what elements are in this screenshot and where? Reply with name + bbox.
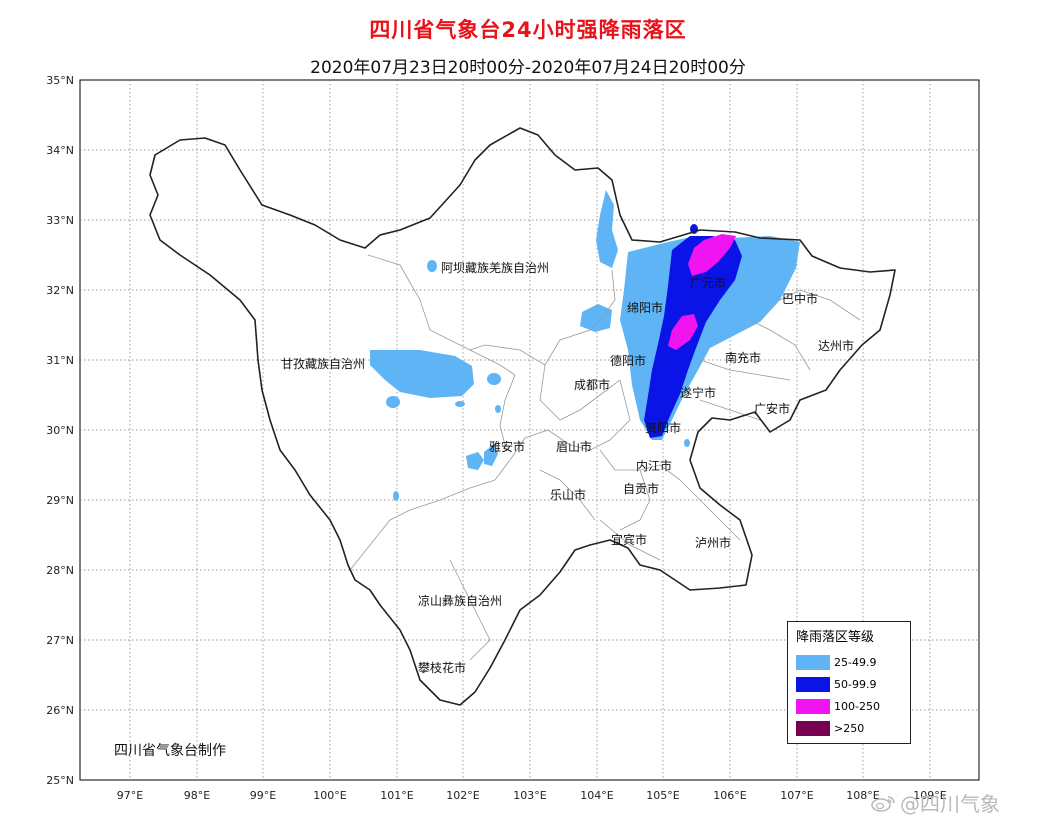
city-label-deyang: 德阳市	[610, 353, 646, 368]
city-label-mianyang: 绵阳市	[627, 300, 663, 315]
producer-credit: 四川省气象台制作	[114, 743, 226, 759]
legend-swatch	[796, 698, 830, 714]
city-label-zigong: 自贡市	[623, 481, 659, 496]
city-label-nanchong: 南充市	[725, 350, 761, 365]
region-labels: 阿坝藏族羌族自治州 甘孜藏族自治州 凉山彝族自治州 攀枝花市 雅安市 眉山市 乐…	[281, 261, 854, 675]
lat-label: 35°N	[46, 74, 74, 87]
lat-label: 30°N	[46, 424, 74, 437]
legend-label: >250	[834, 721, 865, 735]
legend-item: 25-49.9	[796, 651, 910, 673]
lon-label: 106°E	[713, 789, 746, 802]
city-label-bazhong: 巴中市	[782, 291, 818, 306]
legend-label: 25-49.9	[834, 655, 877, 669]
lon-label: 102°E	[446, 789, 479, 802]
lon-label: 105°E	[646, 789, 679, 802]
legend-swatch	[796, 654, 830, 670]
lon-label: 100°E	[313, 789, 346, 802]
lat-label: 26°N	[46, 704, 74, 717]
lat-label: 27°N	[46, 634, 74, 647]
lon-label: 103°E	[513, 789, 546, 802]
city-label-dazhou: 达州市	[818, 338, 854, 353]
legend-item: 100-250	[796, 695, 910, 717]
rain-area-100-250	[668, 234, 736, 350]
weibo-icon	[871, 795, 895, 812]
region-label-liangshan: 凉山彝族自治州	[418, 593, 502, 608]
city-label-chengdu: 成都市	[574, 377, 610, 392]
legend-swatch	[796, 676, 830, 692]
city-label-yibin: 宜宾市	[611, 532, 647, 547]
lon-label: 101°E	[380, 789, 413, 802]
lon-label: 98°E	[184, 789, 210, 802]
lat-label: 34°N	[46, 144, 74, 157]
legend-swatch	[796, 720, 830, 736]
city-label-neijiang: 内江市	[636, 458, 672, 473]
map-title: 四川省气象台24小时强降雨落区	[369, 18, 687, 42]
watermark-text: @四川气象	[900, 792, 1000, 816]
city-label-meishan: 眉山市	[556, 439, 592, 454]
legend-label: 100-250	[834, 699, 880, 713]
map-subtitle: 2020年07月23日20时00分-2020年07月24日20时00分	[310, 58, 746, 78]
lat-label: 33°N	[46, 214, 74, 227]
lon-label: 109°E	[913, 789, 946, 802]
latitude-labels: 35°N 34°N 33°N 32°N 31°N 30°N 29°N 28°N …	[46, 74, 74, 787]
city-label-ziyang: 资阳市	[645, 420, 681, 435]
city-label-leshan: 乐山市	[550, 487, 586, 502]
weibo-watermark: @四川气象	[870, 788, 1000, 817]
city-label-guangyuan: 广元市	[690, 275, 726, 290]
city-label-yaan: 雅安市	[489, 439, 525, 454]
lon-label: 99°E	[250, 789, 276, 802]
city-label-panzhihua: 攀枝花市	[418, 660, 466, 675]
lat-label: 32°N	[46, 284, 74, 297]
sichuan-boundary	[149, 127, 896, 706]
lon-label: 97°E	[117, 789, 143, 802]
lon-label: 104°E	[580, 789, 613, 802]
longitude-labels: 97°E 98°E 99°E 100°E 101°E 102°E 103°E 1…	[117, 789, 947, 802]
city-label-suining: 遂宁市	[680, 385, 716, 400]
lat-label: 31°N	[46, 354, 74, 367]
lat-label: 25°N	[46, 774, 74, 787]
rainfall-legend: 降雨落区等级 25-49.9 50-99.9 100-250 >250	[787, 621, 911, 744]
region-label-aba: 阿坝藏族羌族自治州	[441, 261, 549, 275]
legend-item: 50-99.9	[796, 673, 910, 695]
city-label-guangan: 广安市	[754, 401, 790, 416]
lon-label: 108°E	[846, 789, 879, 802]
lat-label: 29°N	[46, 494, 74, 507]
lat-label: 28°N	[46, 564, 74, 577]
prefecture-boundaries	[349, 254, 861, 661]
legend-label: 50-99.9	[834, 677, 877, 691]
city-label-luzhou: 泸州市	[695, 535, 731, 550]
legend-title: 降雨落区等级	[796, 630, 875, 645]
region-label-ganzi: 甘孜藏族自治州	[281, 357, 365, 371]
lon-label: 107°E	[780, 789, 813, 802]
legend-item: >250	[796, 717, 910, 739]
